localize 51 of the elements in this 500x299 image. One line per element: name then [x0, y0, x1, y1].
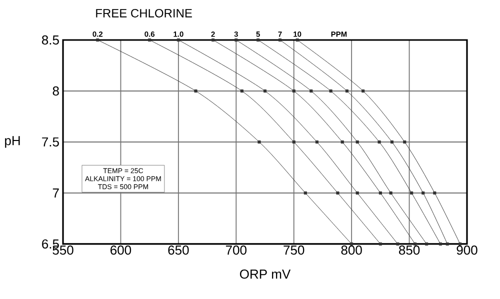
point — [378, 191, 382, 195]
point — [292, 140, 296, 144]
point — [378, 242, 382, 246]
point — [212, 38, 215, 42]
point — [234, 38, 238, 42]
point — [194, 89, 198, 93]
point — [403, 140, 406, 144]
point — [256, 38, 260, 42]
point — [410, 191, 414, 195]
x-tick-label: 850 — [399, 246, 420, 255]
point — [263, 89, 267, 93]
point — [329, 89, 332, 93]
x-axis-title: ORP mV — [240, 270, 291, 279]
point — [176, 38, 180, 42]
point — [292, 89, 296, 93]
x-tick-label: 750 — [284, 246, 304, 255]
point — [258, 140, 261, 144]
point — [310, 89, 313, 93]
point — [362, 89, 365, 93]
point — [390, 140, 394, 144]
x-tick-label: 900 — [456, 246, 478, 255]
point — [446, 242, 449, 246]
point — [296, 38, 299, 42]
point — [438, 242, 442, 246]
point — [389, 191, 392, 195]
point — [340, 140, 344, 144]
x-tick-label: 700 — [226, 246, 246, 255]
chart-title: FREE CHLORINE — [96, 8, 192, 18]
y-tick-label: 8 — [52, 86, 59, 96]
point — [433, 191, 436, 195]
point — [345, 89, 349, 93]
point — [356, 191, 359, 195]
point — [425, 242, 428, 246]
point — [356, 140, 359, 144]
point — [148, 38, 152, 42]
point — [278, 38, 282, 42]
point — [304, 191, 307, 195]
point — [378, 140, 381, 144]
y-tick-label: 7.5 — [42, 137, 59, 147]
y-tick-label: 8.5 — [42, 35, 59, 45]
y-axis-title: pH — [5, 136, 20, 148]
y-tick-label: 7 — [52, 188, 59, 198]
point — [396, 242, 400, 246]
x-tick-label: 600 — [110, 246, 132, 255]
point — [336, 191, 340, 195]
point — [315, 140, 318, 144]
point — [240, 89, 244, 93]
point — [422, 191, 425, 195]
x-tick-label: 800 — [341, 246, 362, 255]
x-tick-label: 650 — [168, 246, 189, 255]
point — [96, 38, 100, 42]
